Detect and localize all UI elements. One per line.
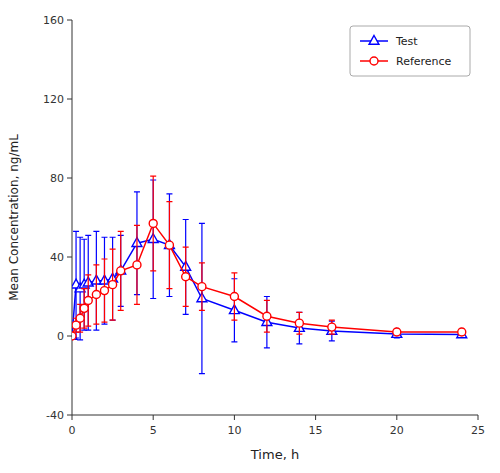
- y-tick: [67, 415, 72, 416]
- marker: [328, 323, 336, 331]
- error-bar: [150, 176, 156, 271]
- error-bar: [231, 273, 237, 320]
- error-bar: [199, 263, 205, 310]
- y-tick: [67, 20, 72, 21]
- y-tick-label: 160: [43, 14, 64, 27]
- y-axis-line: [72, 20, 73, 415]
- y-tick: [67, 336, 72, 337]
- y-tick-label: 120: [43, 93, 64, 106]
- marker: [295, 319, 303, 327]
- marker: [92, 291, 100, 299]
- error-bar: [110, 249, 116, 320]
- x-tick: [153, 415, 154, 420]
- page: {"chart_data": { "type": "line", "xlabel…: [0, 0, 500, 473]
- x-tick-label: 20: [390, 424, 404, 437]
- error-bar: [183, 247, 189, 306]
- error-bar: [85, 275, 91, 326]
- marker: [72, 332, 76, 340]
- y-tick: [67, 178, 72, 179]
- legend-label: Reference: [396, 55, 452, 68]
- x-tick-label: 10: [227, 424, 241, 437]
- x-tick-label: 25: [471, 424, 485, 437]
- error-bar: [118, 231, 124, 310]
- marker: [392, 329, 402, 338]
- error-bar: [166, 202, 172, 289]
- axes: 0 5 10 15 20 25 -40 0 40 80 120 160: [43, 14, 485, 437]
- error-bar: [166, 194, 172, 297]
- marker: [457, 329, 467, 338]
- y-tick: [67, 257, 72, 258]
- marker: [165, 241, 173, 249]
- legend-marker: [369, 36, 379, 45]
- x-tick-label: 5: [150, 424, 157, 437]
- plot-area: [72, 176, 467, 374]
- marker: [393, 328, 401, 336]
- marker: [84, 296, 92, 304]
- marker: [133, 261, 141, 269]
- error-bar: [101, 259, 107, 322]
- legend: Test Reference: [350, 26, 470, 76]
- x-tick-label: 0: [69, 424, 76, 437]
- x-tick-label: 15: [309, 424, 323, 437]
- marker: [182, 273, 190, 281]
- legend-box: [350, 26, 470, 76]
- x-axis-line: [72, 415, 478, 416]
- error-bar: [329, 321, 335, 341]
- marker: [230, 293, 238, 301]
- error-bar: [329, 320, 335, 334]
- marker: [116, 265, 126, 274]
- marker: [263, 312, 271, 320]
- error-bar: [296, 312, 302, 334]
- y-tick: [67, 99, 72, 100]
- marker: [149, 219, 157, 227]
- error-bar: [134, 225, 140, 304]
- x-tick: [478, 415, 479, 420]
- legend-marker: [370, 57, 378, 65]
- chart: 0 5 10 15 20 25 -40 0 40 80 120 160 Time, h Mean Conc…: [0, 0, 500, 473]
- x-tick: [396, 415, 397, 420]
- series: [72, 180, 467, 374]
- legend-label: Test: [395, 35, 418, 48]
- series: [72, 176, 466, 340]
- error-bar: [264, 300, 270, 332]
- marker: [117, 267, 125, 275]
- x-axis-label: Time, h: [250, 447, 299, 462]
- y-tick-label: -40: [46, 409, 64, 422]
- y-tick-label: 0: [57, 330, 64, 343]
- background: [0, 0, 500, 473]
- error-bar: [93, 265, 99, 324]
- x-tick: [315, 415, 316, 420]
- marker: [80, 304, 88, 312]
- series-line: [72, 239, 462, 336]
- x-tick: [72, 415, 73, 420]
- marker: [76, 314, 84, 322]
- marker: [100, 287, 108, 295]
- y-tick-label: 80: [50, 172, 64, 185]
- x-tick: [234, 415, 235, 420]
- y-tick-label: 40: [50, 251, 64, 264]
- y-axis-label: Mean Concentration, ng/mL: [7, 134, 21, 301]
- series-line: [72, 223, 462, 336]
- marker: [109, 281, 117, 289]
- marker: [198, 283, 206, 291]
- marker: [458, 328, 466, 336]
